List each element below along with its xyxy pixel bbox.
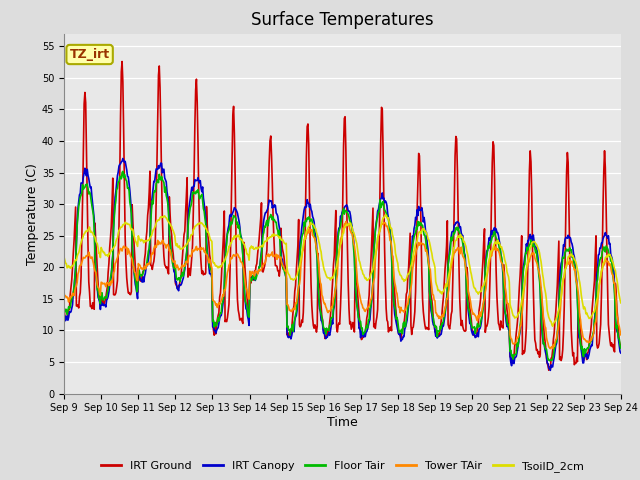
Tower TAir bbox=[428, 277, 435, 283]
TsoilD_2cm bbox=[617, 300, 625, 306]
IRT Canopy bbox=[428, 308, 435, 314]
IRT Ground bbox=[428, 293, 435, 299]
Tower TAir bbox=[60, 289, 68, 295]
Tower TAir bbox=[617, 332, 625, 337]
Title: Surface Temperatures: Surface Temperatures bbox=[251, 11, 434, 29]
IRT Canopy bbox=[547, 368, 554, 373]
Floor Tair bbox=[214, 315, 222, 321]
IRT Canopy bbox=[185, 207, 193, 213]
IRT Canopy bbox=[617, 350, 625, 356]
IRT Ground bbox=[545, 367, 552, 373]
Text: TZ_irt: TZ_irt bbox=[70, 48, 109, 61]
TsoilD_2cm bbox=[549, 324, 557, 329]
Line: IRT Ground: IRT Ground bbox=[64, 61, 621, 370]
TsoilD_2cm bbox=[381, 212, 389, 218]
Line: Floor Tair: Floor Tair bbox=[64, 171, 621, 360]
Legend: IRT Ground, IRT Canopy, Floor Tair, Tower TAir, TsoilD_2cm: IRT Ground, IRT Canopy, Floor Tair, Towe… bbox=[97, 457, 588, 477]
IRT Canopy bbox=[128, 238, 136, 243]
IRT Canopy bbox=[214, 325, 222, 331]
X-axis label: Time: Time bbox=[327, 416, 358, 429]
Floor Tair bbox=[60, 310, 68, 315]
Tower TAir bbox=[184, 259, 192, 265]
Line: IRT Canopy: IRT Canopy bbox=[64, 158, 621, 371]
Floor Tair bbox=[617, 345, 625, 351]
IRT Canopy bbox=[60, 313, 68, 319]
IRT Ground bbox=[411, 309, 419, 315]
Floor Tair bbox=[70, 284, 78, 289]
IRT Ground bbox=[118, 59, 126, 64]
IRT Ground bbox=[214, 312, 222, 318]
TsoilD_2cm bbox=[127, 227, 135, 233]
TsoilD_2cm bbox=[60, 254, 68, 260]
Tower TAir bbox=[214, 305, 221, 311]
TsoilD_2cm bbox=[70, 260, 78, 266]
TsoilD_2cm bbox=[184, 239, 192, 245]
Line: Tower TAir: Tower TAir bbox=[64, 222, 621, 349]
IRT Ground bbox=[128, 202, 136, 208]
TsoilD_2cm bbox=[214, 264, 221, 270]
TsoilD_2cm bbox=[428, 247, 435, 253]
TsoilD_2cm bbox=[411, 245, 419, 251]
Floor Tair bbox=[546, 358, 554, 363]
IRT Ground bbox=[185, 270, 193, 276]
Floor Tair bbox=[411, 231, 419, 237]
Tower TAir bbox=[70, 293, 78, 299]
IRT Ground bbox=[70, 238, 78, 243]
IRT Ground bbox=[617, 342, 625, 348]
Y-axis label: Temperature (C): Temperature (C) bbox=[26, 163, 39, 264]
Floor Tair bbox=[428, 298, 435, 304]
IRT Ground bbox=[60, 303, 68, 309]
IRT Canopy bbox=[411, 223, 419, 228]
Tower TAir bbox=[342, 219, 349, 225]
IRT Canopy bbox=[70, 287, 78, 292]
Floor Tair bbox=[128, 239, 136, 245]
Floor Tair bbox=[119, 168, 127, 174]
Tower TAir bbox=[547, 346, 554, 352]
Tower TAir bbox=[127, 254, 135, 260]
Tower TAir bbox=[411, 254, 419, 260]
Line: TsoilD_2cm: TsoilD_2cm bbox=[64, 215, 621, 326]
IRT Canopy bbox=[119, 156, 127, 161]
Floor Tair bbox=[185, 216, 193, 222]
